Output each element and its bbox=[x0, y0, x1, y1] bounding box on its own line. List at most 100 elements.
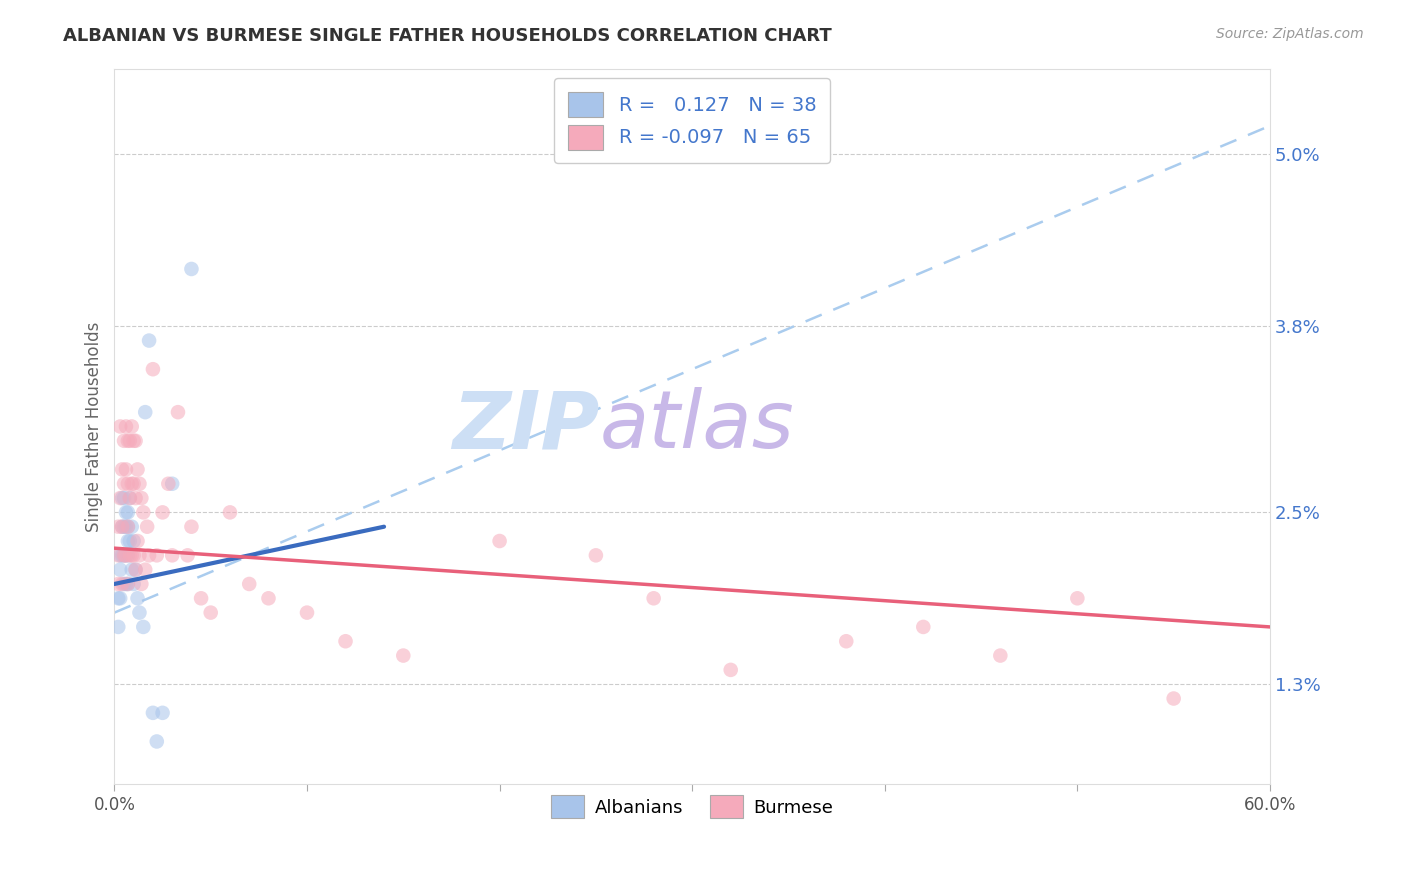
Point bbox=[112, 476, 135, 491]
Point bbox=[117, 519, 139, 533]
Point bbox=[121, 519, 143, 533]
Point bbox=[107, 577, 129, 591]
Point bbox=[117, 534, 139, 549]
Point bbox=[127, 462, 149, 476]
Point bbox=[117, 434, 139, 448]
Point bbox=[112, 491, 135, 505]
Point bbox=[134, 563, 156, 577]
Text: Source: ZipAtlas.com: Source: ZipAtlas.com bbox=[1216, 27, 1364, 41]
Point bbox=[142, 362, 165, 376]
Text: ZIP: ZIP bbox=[453, 387, 600, 466]
Point bbox=[176, 549, 198, 563]
Point bbox=[115, 462, 138, 476]
Point bbox=[122, 577, 145, 591]
Point bbox=[238, 577, 260, 591]
Point bbox=[180, 519, 202, 533]
Legend: Albanians, Burmese: Albanians, Burmese bbox=[544, 788, 841, 825]
Point bbox=[912, 620, 935, 634]
Point bbox=[118, 434, 141, 448]
Point bbox=[160, 476, 183, 491]
Point bbox=[112, 519, 135, 533]
Point bbox=[124, 563, 146, 577]
Point bbox=[115, 549, 138, 563]
Point bbox=[111, 519, 134, 533]
Point bbox=[121, 549, 143, 563]
Point bbox=[107, 549, 129, 563]
Point bbox=[1163, 691, 1185, 706]
Point bbox=[1066, 591, 1088, 606]
Point bbox=[108, 549, 131, 563]
Text: atlas: atlas bbox=[600, 387, 794, 466]
Point bbox=[136, 519, 159, 533]
Point bbox=[112, 434, 135, 448]
Point bbox=[138, 334, 160, 348]
Point bbox=[121, 476, 143, 491]
Point bbox=[117, 577, 139, 591]
Point bbox=[152, 706, 174, 720]
Point bbox=[118, 491, 141, 505]
Point bbox=[117, 577, 139, 591]
Point bbox=[111, 577, 134, 591]
Point bbox=[835, 634, 858, 648]
Point bbox=[131, 491, 153, 505]
Point bbox=[115, 577, 138, 591]
Point bbox=[112, 577, 135, 591]
Point bbox=[122, 534, 145, 549]
Point bbox=[295, 606, 318, 620]
Point bbox=[190, 591, 212, 606]
Point bbox=[111, 519, 134, 533]
Point bbox=[127, 591, 149, 606]
Point bbox=[118, 534, 141, 549]
Point bbox=[132, 505, 155, 519]
Point bbox=[111, 549, 134, 563]
Point bbox=[115, 549, 138, 563]
Point bbox=[335, 634, 357, 648]
Point bbox=[392, 648, 415, 663]
Point bbox=[167, 405, 190, 419]
Point bbox=[108, 491, 131, 505]
Point bbox=[124, 434, 146, 448]
Point bbox=[122, 476, 145, 491]
Point bbox=[988, 648, 1011, 663]
Point bbox=[146, 734, 169, 748]
Point bbox=[124, 563, 146, 577]
Point bbox=[138, 549, 160, 563]
Point bbox=[128, 549, 150, 563]
Point bbox=[128, 476, 150, 491]
Point bbox=[160, 549, 183, 563]
Point bbox=[152, 505, 174, 519]
Point bbox=[585, 549, 607, 563]
Point bbox=[115, 419, 138, 434]
Point bbox=[117, 519, 139, 533]
Point bbox=[107, 620, 129, 634]
Point bbox=[112, 549, 135, 563]
Point bbox=[118, 549, 141, 563]
Point bbox=[122, 549, 145, 563]
Point bbox=[107, 591, 129, 606]
Point bbox=[115, 519, 138, 533]
Point bbox=[146, 549, 169, 563]
Point bbox=[111, 462, 134, 476]
Point bbox=[115, 505, 138, 519]
Point bbox=[107, 519, 129, 533]
Point bbox=[180, 262, 202, 277]
Point bbox=[111, 491, 134, 505]
Point bbox=[720, 663, 742, 677]
Point bbox=[124, 491, 146, 505]
Point bbox=[200, 606, 222, 620]
Point bbox=[108, 419, 131, 434]
Point bbox=[117, 505, 139, 519]
Point bbox=[112, 549, 135, 563]
Point bbox=[643, 591, 665, 606]
Point bbox=[142, 706, 165, 720]
Point bbox=[117, 549, 139, 563]
Point bbox=[122, 434, 145, 448]
Point bbox=[488, 534, 510, 549]
Point bbox=[121, 563, 143, 577]
Text: ALBANIAN VS BURMESE SINGLE FATHER HOUSEHOLDS CORRELATION CHART: ALBANIAN VS BURMESE SINGLE FATHER HOUSEH… bbox=[63, 27, 832, 45]
Point bbox=[132, 620, 155, 634]
Point bbox=[108, 563, 131, 577]
Point bbox=[121, 419, 143, 434]
Point bbox=[127, 534, 149, 549]
Point bbox=[257, 591, 280, 606]
